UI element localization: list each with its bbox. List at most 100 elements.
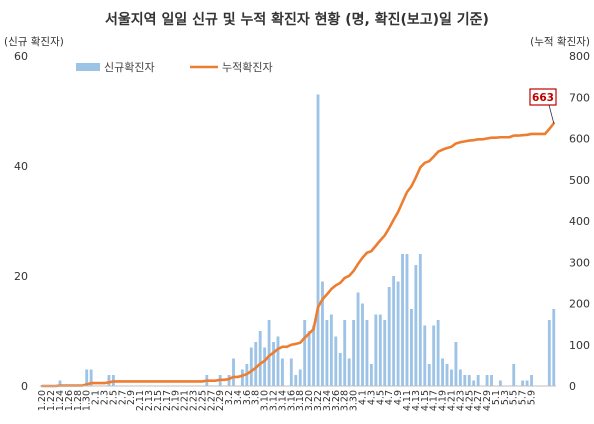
x-tick-3.30: 3.30: [349, 390, 360, 411]
bar-73: [365, 320, 369, 386]
left-tick-40: 40: [14, 160, 28, 173]
bar-71: [356, 292, 360, 386]
x-tick-1.20: 1.20: [37, 390, 48, 411]
x-tick-4.11: 4.11: [402, 390, 413, 411]
x-tick-3.20: 3.20: [304, 390, 315, 411]
bar-43: [232, 358, 235, 386]
chart-title: 서울지역 일일 신규 및 누적 확진자 현황 (명, 확진(보고)일 기준): [105, 11, 489, 28]
right-tick-0: 0: [569, 380, 576, 393]
x-tick-3.4: 3.4: [233, 390, 244, 405]
bar-74: [369, 364, 373, 386]
bar-56: [289, 358, 293, 386]
bar-109: [525, 380, 529, 386]
bar-48: [254, 342, 258, 386]
bar-77: [383, 320, 387, 386]
x-tick-4.3: 4.3: [366, 390, 377, 405]
x-tick-5.3: 5.3: [500, 390, 511, 405]
bar-95: [463, 375, 467, 386]
bar-11: [89, 369, 93, 386]
x-tick-4.9: 4.9: [393, 390, 404, 405]
callout-leader: [548, 104, 555, 124]
x-tick-4.13: 4.13: [411, 390, 422, 411]
x-tick-4.19: 4.19: [438, 390, 449, 411]
x-tick-4.27: 4.27: [473, 390, 484, 411]
bar-115: [552, 309, 556, 386]
bar-72: [361, 303, 364, 386]
bar-88: [432, 325, 436, 386]
bar-106: [512, 364, 516, 386]
x-tick-5.5: 5.5: [509, 390, 520, 405]
bar-65: [329, 314, 333, 386]
x-tick-2.5: 2.5: [108, 390, 119, 405]
x-tick-3.8: 3.8: [251, 390, 262, 405]
x-tick-3.22: 3.22: [313, 390, 324, 411]
x-tick-3.24: 3.24: [322, 390, 333, 411]
bar-75: [374, 314, 378, 386]
x-tick-3.14: 3.14: [277, 390, 288, 411]
legend-bar-label: 신규확진자: [104, 61, 155, 74]
x-tick-2.7: 2.7: [117, 390, 128, 405]
x-tick-3.16: 3.16: [286, 390, 297, 411]
legend-bar-swatch: [76, 63, 100, 71]
x-tick-4.17: 4.17: [429, 390, 440, 411]
bar-63: [321, 281, 324, 386]
right-tick-500: 500: [569, 174, 590, 187]
legend-line-label: 누적확진자: [222, 61, 273, 74]
bars-layer: [58, 94, 556, 386]
x-tick-4.21: 4.21: [446, 390, 457, 411]
bar-85: [418, 254, 422, 386]
bar-94: [458, 369, 462, 386]
right-tick-300: 300: [569, 256, 590, 269]
x-tick-2.11: 2.11: [135, 390, 146, 411]
bar-10: [85, 369, 89, 386]
bar-110: [530, 375, 533, 386]
bar-57: [294, 375, 298, 386]
bar-53: [276, 336, 280, 386]
bar-84: [414, 265, 418, 386]
x-tick-2.23: 2.23: [188, 390, 199, 411]
left-tick-0: 0: [21, 380, 28, 393]
x-tick-1.26: 1.26: [64, 390, 75, 411]
bar-58: [298, 369, 302, 386]
bar-92: [450, 369, 453, 386]
right-tick-700: 700: [569, 91, 590, 104]
x-tick-1.24: 1.24: [55, 390, 66, 411]
bar-78: [387, 287, 391, 386]
bar-64: [325, 320, 329, 386]
bar-68: [343, 320, 347, 386]
bar-62: [316, 94, 320, 386]
x-tick-2.15: 2.15: [153, 390, 164, 411]
bar-52: [272, 342, 275, 386]
bar-96: [467, 375, 471, 386]
bar-54: [281, 358, 284, 386]
legend: 신규확진자 누적확진자: [76, 61, 273, 74]
bar-80: [396, 281, 400, 386]
right-tick-200: 200: [569, 298, 590, 311]
bar-66: [334, 336, 338, 386]
bar-4: [58, 380, 62, 386]
bar-108: [521, 380, 525, 386]
x-tick-4.23: 4.23: [455, 390, 466, 411]
x-tick-4.29: 4.29: [482, 390, 493, 411]
bar-61: [312, 325, 315, 386]
bar-42: [227, 375, 231, 386]
callout-box: [529, 88, 557, 106]
bar-82: [405, 254, 409, 386]
bar-81: [401, 254, 404, 386]
x-tick-1.22: 1.22: [46, 390, 57, 411]
x-tick-3.12: 3.12: [269, 390, 280, 411]
x-tick-3.10: 3.10: [260, 390, 271, 411]
left-axis-label: (신규 확진자): [4, 35, 64, 48]
bar-49: [258, 331, 262, 386]
x-tick-1.30: 1.30: [82, 390, 93, 411]
bar-101: [490, 375, 493, 386]
callout-label: 663: [532, 92, 554, 104]
bar-100: [485, 375, 489, 386]
bar-87: [427, 364, 431, 386]
bar-114: [547, 320, 551, 386]
x-tick-5.7: 5.7: [518, 390, 529, 405]
callout: 663: [529, 88, 557, 124]
x-tick-2.19: 2.19: [171, 390, 182, 411]
